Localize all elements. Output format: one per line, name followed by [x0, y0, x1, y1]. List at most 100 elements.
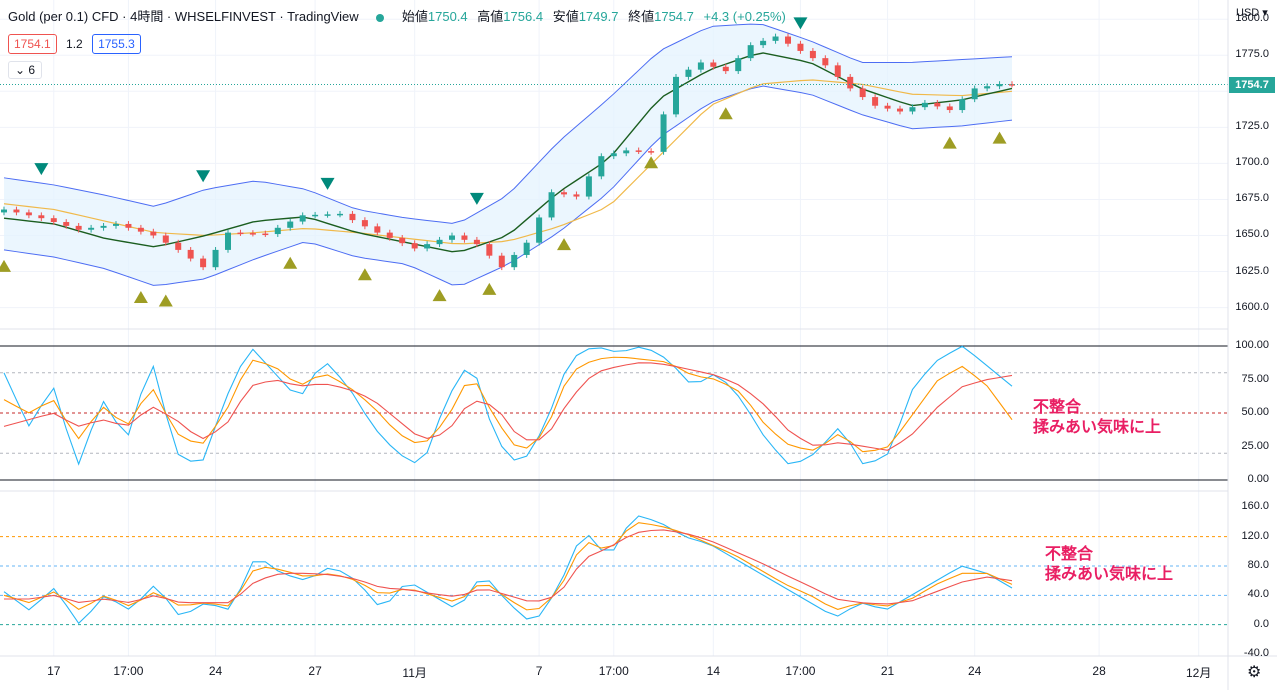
buy-button[interactable]: 1755.3 — [92, 34, 141, 54]
price-panel — [0, 17, 1228, 307]
symbol-title[interactable]: Gold (per 0.1) CFD · 4時間 · WHSELFINVEST … — [8, 9, 359, 24]
note-line: 揉みあい気味に上 — [1045, 566, 1174, 583]
candle-body — [424, 244, 431, 249]
price-axis-label: 1725.0 — [1235, 120, 1269, 133]
price-axis-label: 120.0 — [1241, 529, 1269, 542]
candle-body — [137, 227, 144, 232]
candle-body — [660, 114, 667, 152]
candle-body — [212, 249, 219, 268]
open-value: 1750.4 — [427, 9, 468, 24]
time-axis-label: 17:00 — [113, 664, 144, 678]
market-open-icon — [376, 13, 385, 22]
momentum-series-line — [3, 522, 1013, 611]
candle-body — [548, 192, 555, 218]
oscillator-series-line — [3, 362, 1013, 451]
candle-body — [287, 221, 294, 228]
sell-button[interactable]: 1754.1 — [8, 34, 57, 54]
price-axis-label: 160.0 — [1241, 500, 1269, 513]
candle-body — [225, 232, 231, 250]
high-value: 1756.4 — [503, 9, 544, 24]
price-axis-label: 50.00 — [1241, 406, 1269, 418]
note-line: 不整合 — [1045, 546, 1094, 563]
price-axis-label: 100.00 — [1235, 339, 1269, 351]
currency-label[interactable]: USD ▾ — [1236, 6, 1268, 19]
candle-body — [249, 233, 256, 235]
candle-body — [187, 249, 194, 259]
candle-body — [436, 239, 443, 245]
note-line: 揉みあい気味に上 — [1033, 419, 1162, 436]
momentum-series-line — [3, 515, 1013, 625]
time-axis-label: 28 — [1092, 664, 1106, 678]
time-axis-label: 21 — [880, 664, 895, 678]
price-axis-label: 1675.0 — [1235, 192, 1269, 205]
candle-body — [486, 244, 493, 256]
candle-body — [610, 153, 617, 157]
price-axis-label: 80.0 — [1247, 559, 1269, 571]
divergence-note-momentum: 不整合 揉みあい気味に上 — [1045, 545, 1173, 585]
time-axis-label: 17 — [47, 664, 61, 678]
change-value: +4.3 (+0.25%) — [703, 9, 786, 24]
buy-signal-marker — [718, 107, 733, 120]
time-axis-label: 17:00 — [598, 664, 629, 678]
indicators-toggle-button[interactable]: ⌄ 6 — [8, 61, 43, 79]
candle-body — [673, 76, 679, 115]
candle-body — [847, 76, 854, 89]
candle-body — [859, 88, 866, 98]
time-axis-label: 11月 — [402, 666, 427, 680]
candle-body — [884, 105, 891, 109]
candle-body — [38, 215, 45, 219]
price-axis-label: 25.00 — [1241, 439, 1269, 452]
close-value: 1754.7 — [654, 9, 694, 24]
candle-body — [374, 226, 381, 233]
candle-body — [361, 220, 368, 227]
gear-icon[interactable]: ⚙ — [1247, 664, 1262, 681]
last-price-tag: 1754.7 — [1229, 76, 1275, 93]
candle-body — [312, 214, 319, 217]
candle-body — [971, 88, 978, 100]
candle-body — [946, 106, 953, 111]
candle-body — [921, 102, 928, 108]
bollinger-band-fill — [4, 24, 1012, 286]
candle-body — [598, 156, 605, 177]
candle-body — [75, 225, 82, 230]
price-axis-label: 75.00 — [1241, 372, 1269, 385]
note-line: 不整合 — [1033, 399, 1082, 416]
bid-ask-bar: 1754.1 1.2 1755.3 — [8, 34, 147, 54]
candle-body — [25, 212, 32, 216]
close-label: 終値 — [628, 9, 655, 24]
candle-body — [349, 213, 356, 221]
divergence-note-oscillator: 不整合 揉みあい気味に上 — [1033, 398, 1161, 438]
candle-body — [685, 69, 692, 77]
candle-body — [162, 235, 169, 243]
candle-body — [262, 233, 269, 236]
oscillator-series-line — [3, 345, 1013, 466]
price-axis-label: -40.0 — [1243, 647, 1269, 659]
momentum-series-line — [4, 529, 1013, 605]
symbol-legend: Gold (per 0.1) CFD · 4時間 · WHSELFINVEST … — [8, 6, 786, 25]
candle-body — [648, 151, 655, 153]
price-axis-label: 1600.0 — [1235, 300, 1269, 313]
candle-body — [150, 231, 157, 236]
candle-body — [125, 223, 132, 228]
sell-signal-marker — [196, 170, 211, 183]
oscillator-series-line — [3, 356, 1013, 453]
momentum-panel — [0, 515, 1228, 626]
candle-body — [785, 36, 791, 44]
candle-body — [337, 213, 343, 216]
sell-signal-marker — [793, 17, 808, 30]
candle-body — [175, 242, 182, 250]
buy-signal-marker — [158, 294, 173, 307]
sell-signal-marker — [320, 177, 335, 190]
candle-body — [809, 50, 816, 59]
candle-body — [237, 232, 244, 235]
currency-text: USD — [1236, 7, 1260, 19]
candle-body — [511, 254, 518, 268]
candle-body — [872, 97, 879, 106]
buy-signal-marker — [482, 282, 497, 295]
price-axis-label: 1650.0 — [1235, 228, 1269, 241]
buy-signal-marker — [357, 268, 372, 281]
candle-body — [1009, 84, 1015, 86]
time-axis-label: 17:00 — [785, 664, 816, 678]
candle-body — [834, 65, 841, 77]
